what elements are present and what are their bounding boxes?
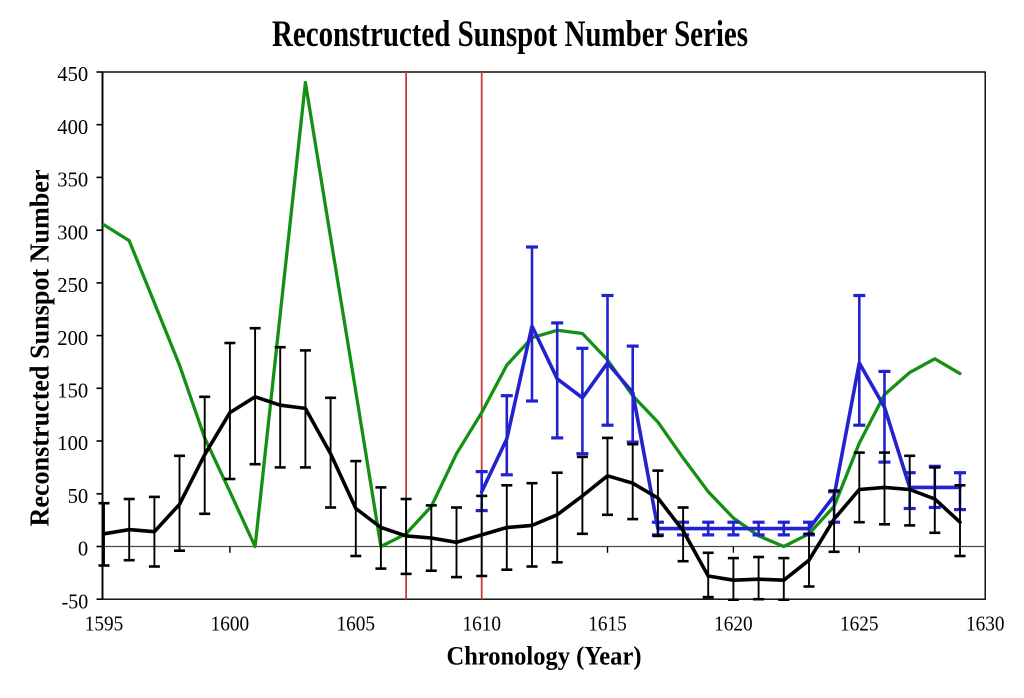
svg-text:Chronology (Year): Chronology (Year) xyxy=(447,641,642,671)
svg-text:1615: 1615 xyxy=(588,614,627,636)
svg-text:400: 400 xyxy=(57,117,88,139)
svg-text:1605: 1605 xyxy=(337,614,376,636)
svg-text:0: 0 xyxy=(78,539,88,561)
svg-text:350: 350 xyxy=(57,170,88,192)
svg-text:50: 50 xyxy=(68,486,89,508)
svg-text:100: 100 xyxy=(57,433,88,455)
svg-text:1600: 1600 xyxy=(211,614,250,636)
svg-text:1610: 1610 xyxy=(462,614,501,636)
svg-text:1595: 1595 xyxy=(85,614,124,636)
svg-text:300: 300 xyxy=(57,222,88,244)
svg-text:1630: 1630 xyxy=(966,614,1005,636)
svg-text:450: 450 xyxy=(57,64,88,86)
svg-text:150: 150 xyxy=(57,381,88,403)
svg-text:1625: 1625 xyxy=(840,614,879,636)
svg-text:-50: -50 xyxy=(62,591,89,613)
svg-text:250: 250 xyxy=(57,275,88,297)
svg-text:Reconstructed Sunspot Number: Reconstructed Sunspot Number xyxy=(24,170,55,527)
svg-text:200: 200 xyxy=(57,328,88,350)
svg-text:1620: 1620 xyxy=(714,614,753,636)
svg-text:Reconstructed Sunspot Number S: Reconstructed Sunspot Number Series xyxy=(272,13,748,54)
